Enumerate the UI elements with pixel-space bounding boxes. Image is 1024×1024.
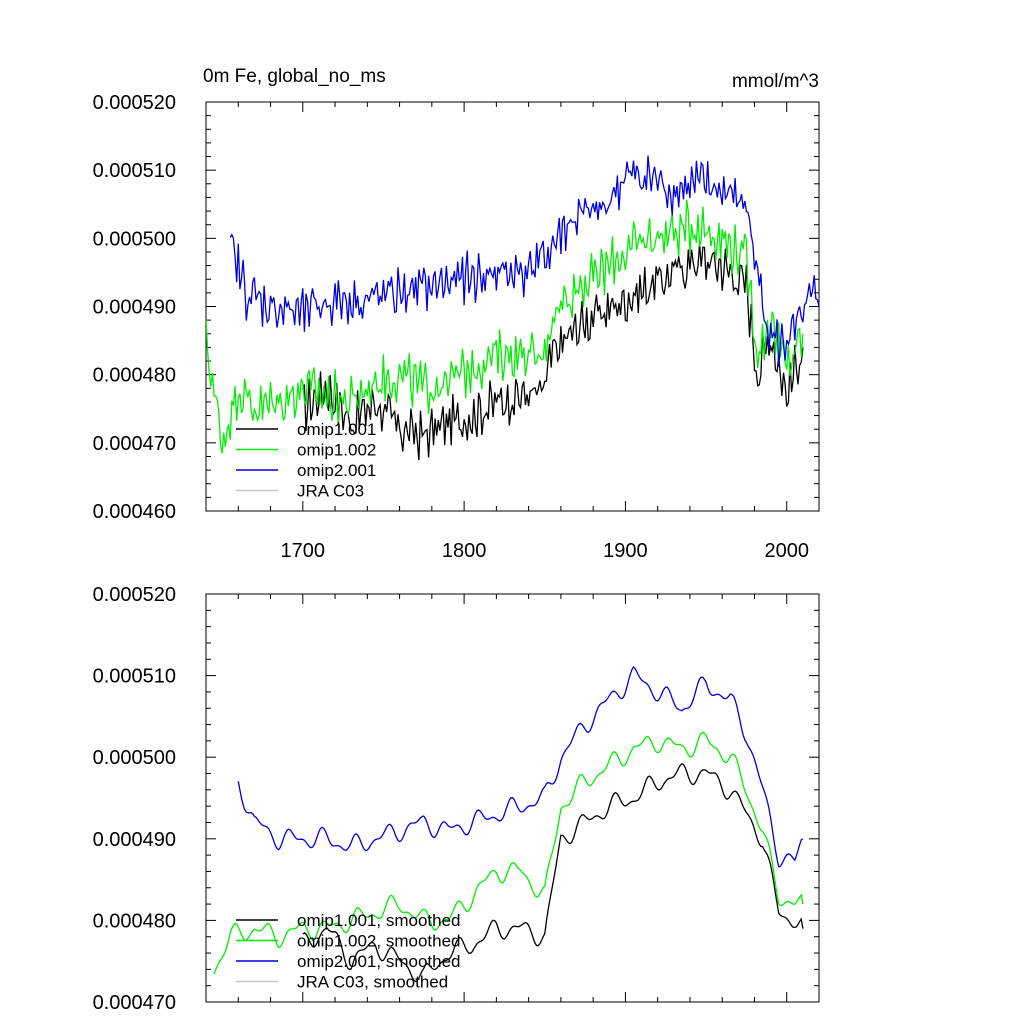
legend-label: omip1.001	[297, 420, 376, 439]
y-tick-label: 0.000500	[93, 747, 176, 769]
series-line-2	[229, 155, 819, 367]
x-tick-label: 1900	[603, 540, 648, 562]
legend-label: omip1.002	[297, 441, 376, 460]
chart-title: 0m Fe, global_no_ms	[203, 66, 386, 87]
top-panel: 0.000460 0.000470 0.000480 0.000490 0.000500…	[93, 92, 820, 562]
y-tick-label: 0.000470	[93, 992, 176, 1014]
y-tick-label: 0.000460	[93, 501, 176, 523]
y-tick-label: 0.000520	[93, 584, 176, 606]
y-tick-label: 0.000510	[93, 160, 176, 182]
plot-frame	[205, 593, 820, 1003]
series-line-0	[302, 763, 804, 983]
legend-label: omip2.001	[297, 461, 376, 480]
y-tick-label: 0.000490	[93, 829, 176, 851]
y-tick-label: 0.000480	[93, 365, 176, 387]
legend-label: omip2.001, smoothed	[297, 952, 461, 971]
legend-label: omip1.002, smoothed	[297, 932, 461, 951]
y-tick-label: 0.000500	[93, 228, 176, 250]
y-tick-label: 0.000470	[93, 433, 176, 455]
y-tick-label: 0.000510	[93, 666, 176, 688]
x-tick-label: 2000	[764, 540, 809, 562]
legend-label: omip1.001, smoothed	[297, 911, 461, 930]
series-line-1	[213, 731, 804, 975]
series-line-0	[302, 242, 804, 461]
y-tick-label: 0.000490	[93, 297, 176, 319]
series-line-2	[237, 665, 804, 868]
y-tick-label: 0.000520	[93, 92, 176, 114]
units-label: mmol/m^3	[732, 71, 819, 92]
y-tick-label: 0.000480	[93, 910, 176, 932]
x-tick-label: 1800	[442, 540, 487, 562]
series-line-1	[206, 199, 804, 454]
legend-label: JRA C03	[297, 482, 364, 501]
bottom-panel: 0.000470 0.000480 0.000490 0.000500 0.000510…	[93, 584, 820, 1014]
x-tick-label: 1700	[281, 540, 326, 562]
legend-label: JRA C03, smoothed	[297, 973, 448, 992]
